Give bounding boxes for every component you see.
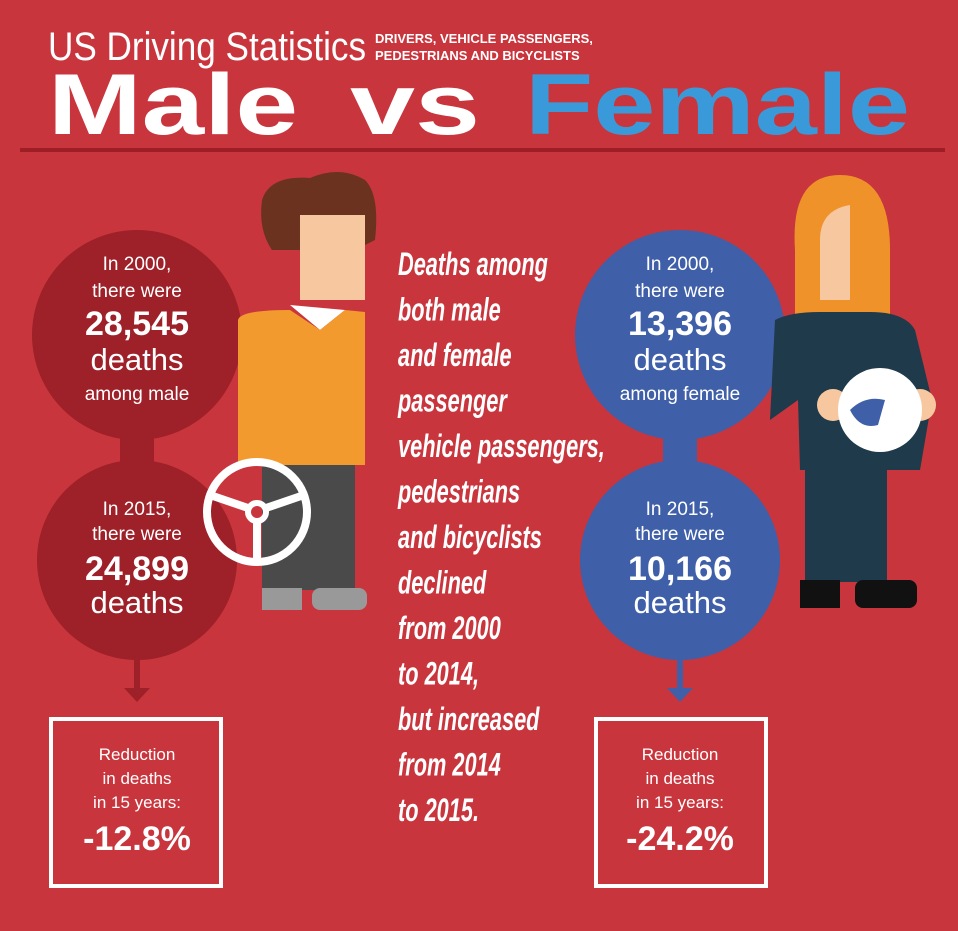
year2000-text: among male [85, 384, 190, 405]
center-line: and bicyclists [398, 519, 542, 555]
center-line: Deaths among [398, 246, 548, 282]
title: US Driving Statistics [48, 25, 366, 69]
subtitle: DRIVERS, VEHICLE PASSENGERS, [375, 31, 593, 46]
headline-female: Female [525, 57, 910, 153]
center-line: pedestrians [397, 473, 520, 509]
year2000-text: In 2000, [646, 254, 715, 275]
reduction-text: -12.8% [83, 820, 191, 858]
reduction-text: in deaths [103, 769, 172, 788]
center-line: from 2014 [398, 746, 501, 782]
center-line: and female [398, 337, 512, 373]
center-line: both male [398, 291, 501, 327]
reduction-text: in 15 years: [636, 793, 724, 812]
year2000-text: there were [92, 281, 182, 302]
reduction-text: Reduction [642, 745, 719, 764]
year2000-text: 28,545 [85, 305, 189, 343]
year2000-text: In 2000, [103, 254, 172, 275]
year2015-text: In 2015, [646, 499, 715, 520]
subtitle: PEDESTRIANS AND BICYCLISTS [375, 48, 580, 63]
center-text: Deaths among both male and female passenger… [397, 246, 605, 828]
headline-vs: vs [350, 57, 480, 153]
center-line: to 2014, [398, 655, 479, 691]
year2000-text: there were [635, 281, 725, 302]
man-illustration [203, 171, 377, 610]
male-circles [32, 230, 242, 702]
woman-illustration [770, 175, 936, 608]
year2015-text: In 2015, [103, 499, 172, 520]
year2015-text: there were [635, 524, 725, 545]
reduction-text: Reduction [99, 745, 176, 764]
headline-male: Male [48, 57, 298, 153]
center-line: but increased [398, 701, 540, 737]
year2000-text: 13,396 [628, 305, 732, 343]
female-circles [575, 230, 785, 702]
reduction-text: in deaths [646, 769, 715, 788]
female-box [594, 717, 768, 888]
year2015-text: deaths [633, 585, 726, 620]
year2015-text: 10,166 [628, 550, 732, 588]
reduction-text: -24.2% [626, 820, 734, 858]
center-line: passenger [397, 382, 508, 418]
reduction-text: in 15 years: [93, 793, 181, 812]
male-box [49, 717, 223, 888]
year2015-text: 24,899 [85, 550, 189, 588]
year2000-text: among female [620, 384, 740, 405]
year2015-text: there were [92, 524, 182, 545]
center-line: to 2015. [398, 792, 479, 828]
center-line: from 2000 [398, 610, 501, 646]
center-line: declined [398, 564, 487, 600]
center-line: vehicle passengers, [398, 428, 605, 464]
year2015-text: deaths [90, 585, 183, 620]
year2000-text: deaths [633, 342, 726, 377]
year2000-text: deaths [90, 342, 183, 377]
